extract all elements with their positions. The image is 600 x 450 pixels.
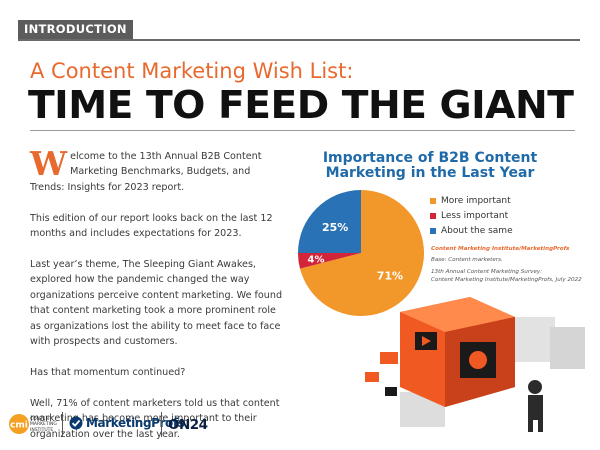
dropcap: W [30, 144, 68, 183]
marketingprofs-wordmark: MarketingProfs [86, 416, 185, 430]
pie-label-more: 71% [377, 269, 403, 282]
legend-label-same: About the same [441, 225, 513, 236]
chart-source: Content Marketing Institute/MarketingPro… [431, 245, 596, 284]
illustration-person-head [528, 380, 542, 394]
giant-machine-illustration [365, 297, 585, 432]
footer-divider-2 [161, 412, 162, 437]
legend-item-same: About the same [430, 223, 513, 238]
source-brand: Content Marketing Institute/MarketingPro… [431, 246, 570, 252]
pie-label-same: 25% [322, 221, 348, 234]
paragraph-2: This edition of our report looks back on… [30, 212, 273, 240]
source-survey-line-1: 13th Annual Content Marketing Survey: [431, 269, 543, 275]
pie-slice-more [299, 190, 424, 316]
footer-divider-1 [62, 412, 63, 437]
illustration-box-3 [385, 387, 397, 396]
legend-item-more: More important [430, 193, 513, 208]
legend-swatch-less [430, 212, 436, 219]
cmi-mark: cmi [10, 421, 28, 431]
pie-slice-same [298, 190, 361, 253]
paragraph-4: Has that momentum continued? [30, 366, 186, 378]
paragraph-3: Last year’s theme, The Sleeping Giant Aw… [30, 259, 283, 348]
section-tag: INTRODUCTION [18, 20, 133, 39]
pie-chart: 71% 4% 25% [298, 190, 424, 316]
title-divider [30, 130, 575, 131]
on24-logo: ON24 [168, 417, 208, 433]
illustration-dial-icon [469, 351, 487, 369]
illustration-person-leg-2 [538, 418, 543, 432]
pie-label-less: 4% [308, 255, 325, 266]
page-title: TIME TO FEED THE GIANT [28, 83, 574, 127]
illustration-grey-block [510, 317, 555, 362]
illustration-grey-block-2 [550, 327, 585, 369]
illustration-box [380, 352, 398, 364]
illustration-person-body [528, 395, 543, 420]
play-icon [422, 336, 431, 346]
intro-text: elcome to the 13th Annual B2B Content Ma… [30, 151, 262, 193]
cmi-line-2: MARKETING [30, 422, 57, 428]
cmi-line-1: CONTENT [30, 417, 52, 422]
illustration-machine-top [400, 297, 515, 332]
chart-title: Importance of B2B Content Marketing in t… [322, 150, 538, 181]
source-base: Base: Content marketers. [431, 257, 503, 263]
marketingprofs-logo: MarketingProfs [69, 416, 185, 430]
legend-label-less: Less important [441, 210, 509, 221]
pie-slice-less [298, 253, 361, 269]
legend-item-less: Less important [430, 208, 513, 223]
legend-swatch-more [430, 197, 436, 204]
illustration-person-leg [528, 418, 533, 432]
cmi-wordmark: CONTENT MARKETING INSTITUTE [30, 417, 57, 433]
cmi-line-3: INSTITUTE [30, 427, 54, 433]
marketingprofs-check-icon [69, 416, 83, 430]
paragraph-5: Well, 71% of content marketers told us t… [30, 397, 280, 440]
cmi-logo-icon: cmi [9, 414, 29, 434]
chart-legend: More important Less important About the … [430, 193, 513, 238]
source-survey-line-2: Content Marketing Institute/MarketingPro… [431, 277, 582, 283]
illustration-box-2 [365, 372, 379, 382]
top-divider [18, 39, 580, 41]
legend-swatch-same [430, 227, 436, 234]
legend-label-more: More important [441, 195, 511, 206]
kicker: A Content Marketing Wish List: [30, 59, 354, 83]
